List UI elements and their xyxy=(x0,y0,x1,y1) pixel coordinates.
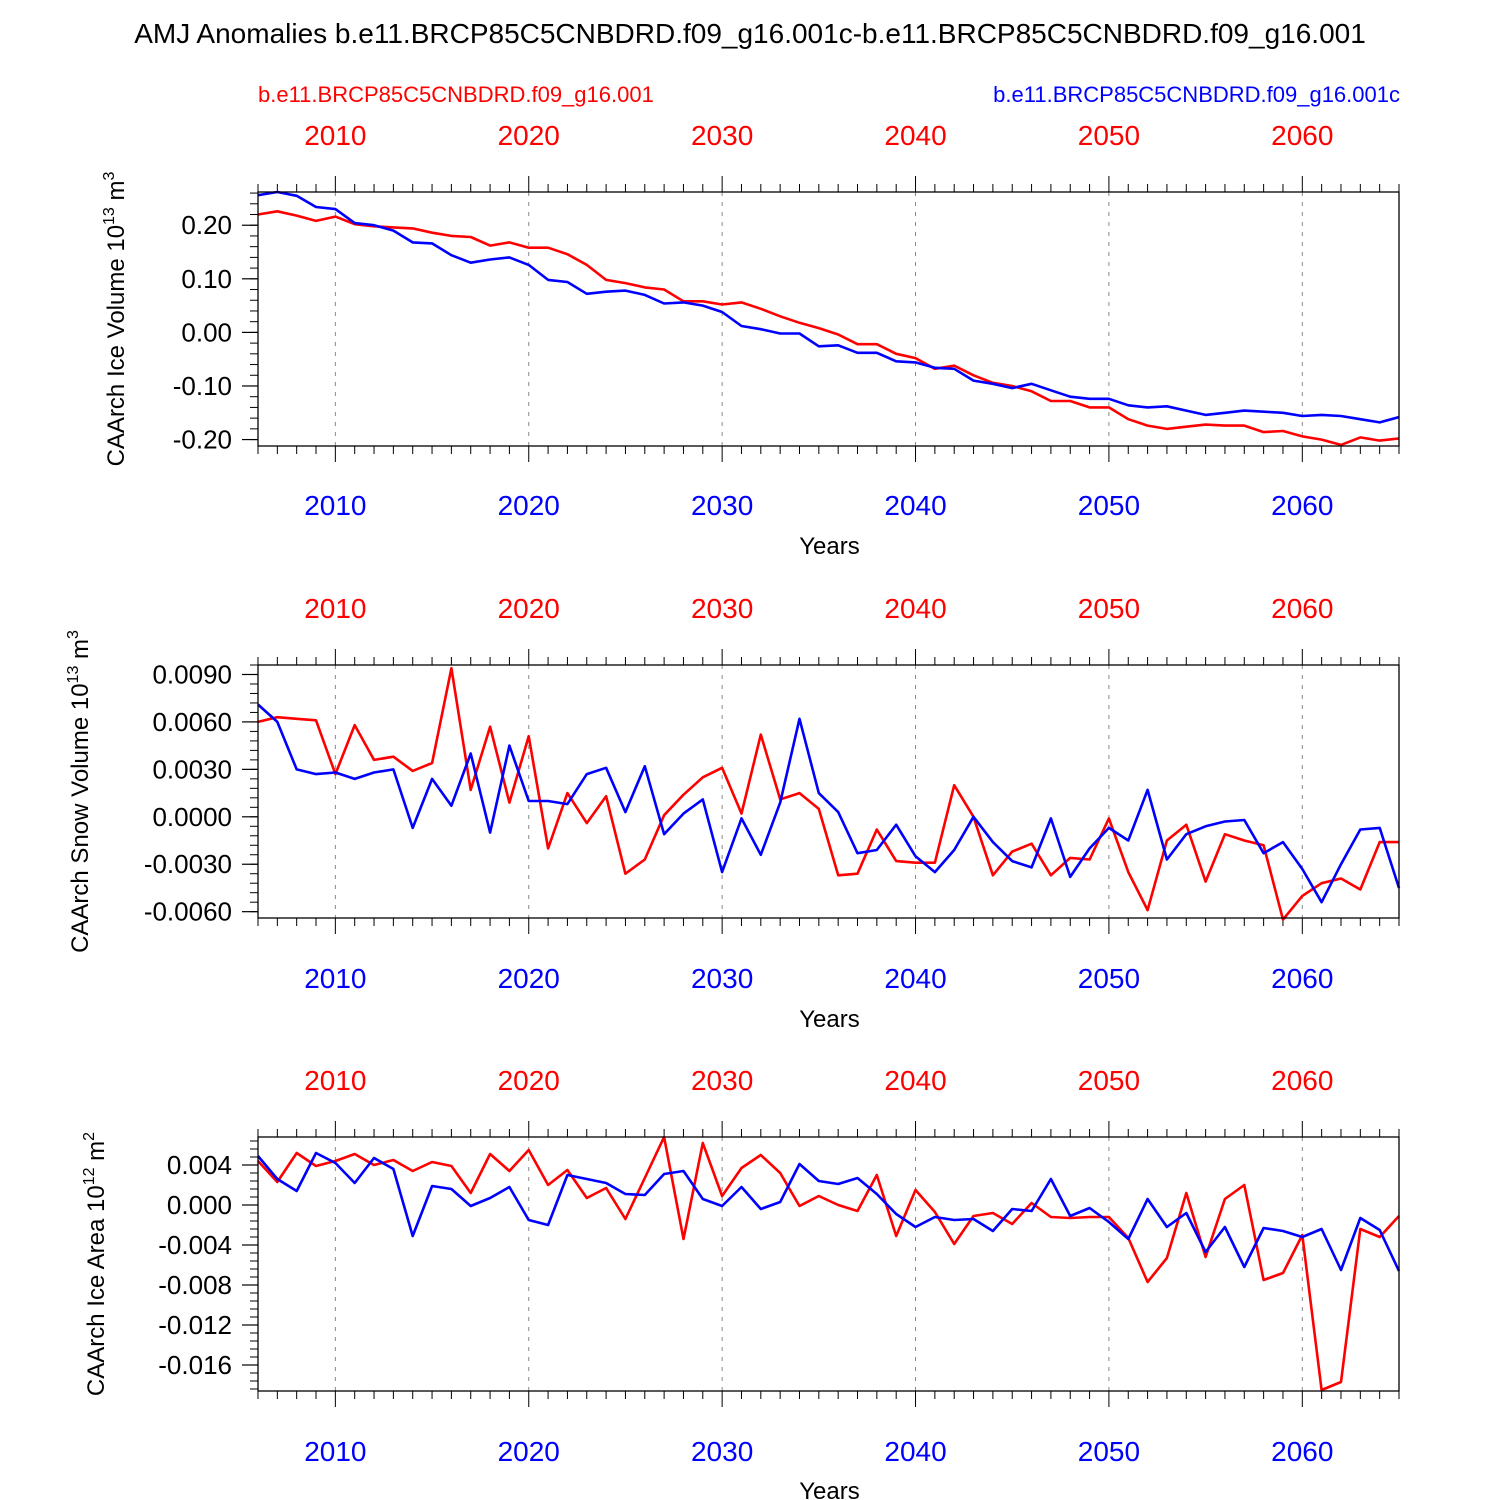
chart1-series-blue-line xyxy=(257,190,1400,424)
chart-panel-3: 0.004 0.000 -0.004 -0.008 -0.012 -0.016 2010 20… xyxy=(81,1065,1401,1500)
chart2-y-tick-label: -0.0030 xyxy=(144,849,232,879)
chart3-y-tick-label: -0.012 xyxy=(158,1310,232,1340)
chart3-plot-frame xyxy=(257,1136,1400,1392)
chart3-series-red-line xyxy=(257,1135,1400,1392)
chart2-series-blue-line xyxy=(257,703,1401,904)
chart3-bottom-year-label: 2030 xyxy=(691,1436,753,1467)
chart1-y-tick-label: -0.20 xyxy=(173,425,232,455)
chart1-bottom-year-label: 2050 xyxy=(1078,490,1140,521)
chart2-y-axis-label-sup: 13 xyxy=(65,666,82,684)
chart3-y-axis-label-sup: 2 xyxy=(81,1132,98,1141)
chart3-y-axis-label-sup: 12 xyxy=(81,1167,98,1185)
chart3-top-year-label: 2030 xyxy=(691,1065,753,1096)
chart2-top-year-label: 2040 xyxy=(884,593,946,624)
chart1-y-tick-label: 0.00 xyxy=(181,317,232,347)
chart2-y-axis-label-part: CAArch Snow Volume 10 xyxy=(67,683,94,952)
chart3-y-tick-label: 0.000 xyxy=(167,1190,232,1220)
chart1-bottom-year-label: 2040 xyxy=(884,490,946,521)
chart1-series-red-line xyxy=(257,210,1400,447)
chart3-y-axis-label: CAArch Ice Area 1012 m2 xyxy=(81,1132,110,1396)
chart2-top-year-label: 2030 xyxy=(691,593,753,624)
chart3-y-axis-label-part: m xyxy=(83,1141,110,1168)
chart2-y-axis-label-part: m xyxy=(67,639,94,666)
chart3-y-tick-label: -0.004 xyxy=(158,1230,232,1260)
chart1-y-axis-label-sup: 3 xyxy=(101,171,118,180)
chart1-y-axis-label-part: m xyxy=(103,180,130,207)
chart2-top-year-label: 2020 xyxy=(498,593,560,624)
chart1-top-year-label: 2030 xyxy=(691,120,753,151)
chart3-y-tick-label: -0.016 xyxy=(158,1350,232,1380)
chart3-top-year-label: 2010 xyxy=(304,1065,366,1096)
chart2-bottom-year-label: 2010 xyxy=(304,963,366,994)
chart1-bottom-year-label: 2010 xyxy=(304,490,366,521)
chart2-top-year-label: 2010 xyxy=(304,593,366,624)
chart2-y-axis-label: CAArch Snow Volume 1013 m3 xyxy=(65,630,94,953)
chart3-top-year-label: 2040 xyxy=(884,1065,946,1096)
chart3-y-tick-label: -0.008 xyxy=(158,1270,232,1300)
chart3-y-axis-label-part: CAArch Ice Area 10 xyxy=(83,1185,110,1396)
chart1-top-year-label: 2020 xyxy=(498,120,560,151)
chart1-y-tick-label: -0.10 xyxy=(173,371,232,401)
chart1-top-year-label: 2040 xyxy=(884,120,946,151)
chart1-plot-frame xyxy=(257,191,1400,447)
chart2-bottom-year-label: 2050 xyxy=(1078,963,1140,994)
chart2-y-tick-label: 0.0000 xyxy=(152,802,232,832)
chart2-bottom-year-label: 2040 xyxy=(884,963,946,994)
chart1-y-axis-label-part: CAArch Ice Volume 10 xyxy=(103,225,130,466)
chart3-bottom-year-label: 2020 xyxy=(498,1436,560,1467)
chart2-y-tick-label: 0.0030 xyxy=(152,754,232,784)
chart3-bottom-year-label: 2040 xyxy=(884,1436,946,1467)
chart1-y-axis-label: CAArch Ice Volume 1013 m3 xyxy=(101,171,130,466)
chart1-bottom-year-label: 2030 xyxy=(691,490,753,521)
chart3-series-blue-line xyxy=(257,1151,1401,1272)
figure-title: AMJ Anomalies b.e11.BRCP85C5CNBDRD.f09_g… xyxy=(134,18,1366,49)
chart3-top-year-label: 2060 xyxy=(1271,1065,1333,1096)
chart1-top-year-label: 2010 xyxy=(304,120,366,151)
chart1-top-year-label: 2050 xyxy=(1078,120,1140,151)
chart1-top-year-label: 2060 xyxy=(1271,120,1333,151)
chart3-top-year-label: 2020 xyxy=(498,1065,560,1096)
chart3-bottom-year-label: 2010 xyxy=(304,1436,366,1467)
chart1-y-tick-label: 0.20 xyxy=(181,210,232,240)
chart3-x-axis-label: Years xyxy=(799,1478,860,1500)
chart3-top-year-label: 2050 xyxy=(1078,1065,1140,1096)
chart3-y-tick-label: 0.004 xyxy=(167,1150,232,1180)
chart1-bottom-year-label: 2060 xyxy=(1271,490,1333,521)
chart1-x-axis-label: Years xyxy=(799,533,860,560)
chart1-bottom-year-label: 2020 xyxy=(498,490,560,521)
chart2-y-tick-label: -0.0060 xyxy=(144,897,232,927)
legend-blue-label: b.e11.BRCP85C5CNBDRD.f09_g16.001c xyxy=(993,82,1400,107)
chart2-top-year-label: 2050 xyxy=(1078,593,1140,624)
chart-panel-1: 0.20 0.10 0.00 -0.10 -0.20 2010 2010 2020 2020 20… xyxy=(101,120,1400,560)
chart1-y-axis-label-sup: 13 xyxy=(101,207,118,225)
chart2-y-axis-label-sup: 3 xyxy=(65,630,82,639)
chart-panel-2: 0.0090 0.0060 0.0030 0.0000 -0.0030 -0.0060 20… xyxy=(65,593,1401,1033)
chart2-x-axis-label: Years xyxy=(799,1006,860,1033)
chart3-bottom-year-label: 2060 xyxy=(1271,1436,1333,1467)
chart1-y-tick-label: 0.10 xyxy=(181,264,232,294)
chart2-bottom-year-label: 2020 xyxy=(498,963,560,994)
chart2-plot-frame xyxy=(257,664,1400,919)
chart2-y-tick-label: 0.0090 xyxy=(152,659,232,689)
legend-red-label: b.e11.BRCP85C5CNBDRD.f09_g16.001 xyxy=(258,82,654,107)
chart2-bottom-year-label: 2030 xyxy=(691,963,753,994)
chart3-bottom-year-label: 2050 xyxy=(1078,1436,1140,1467)
chart2-bottom-year-label: 2060 xyxy=(1271,963,1333,994)
chart2-series-red-line xyxy=(257,666,1399,921)
chart2-y-tick-label: 0.0060 xyxy=(152,707,232,737)
chart2-top-year-label: 2060 xyxy=(1271,593,1333,624)
